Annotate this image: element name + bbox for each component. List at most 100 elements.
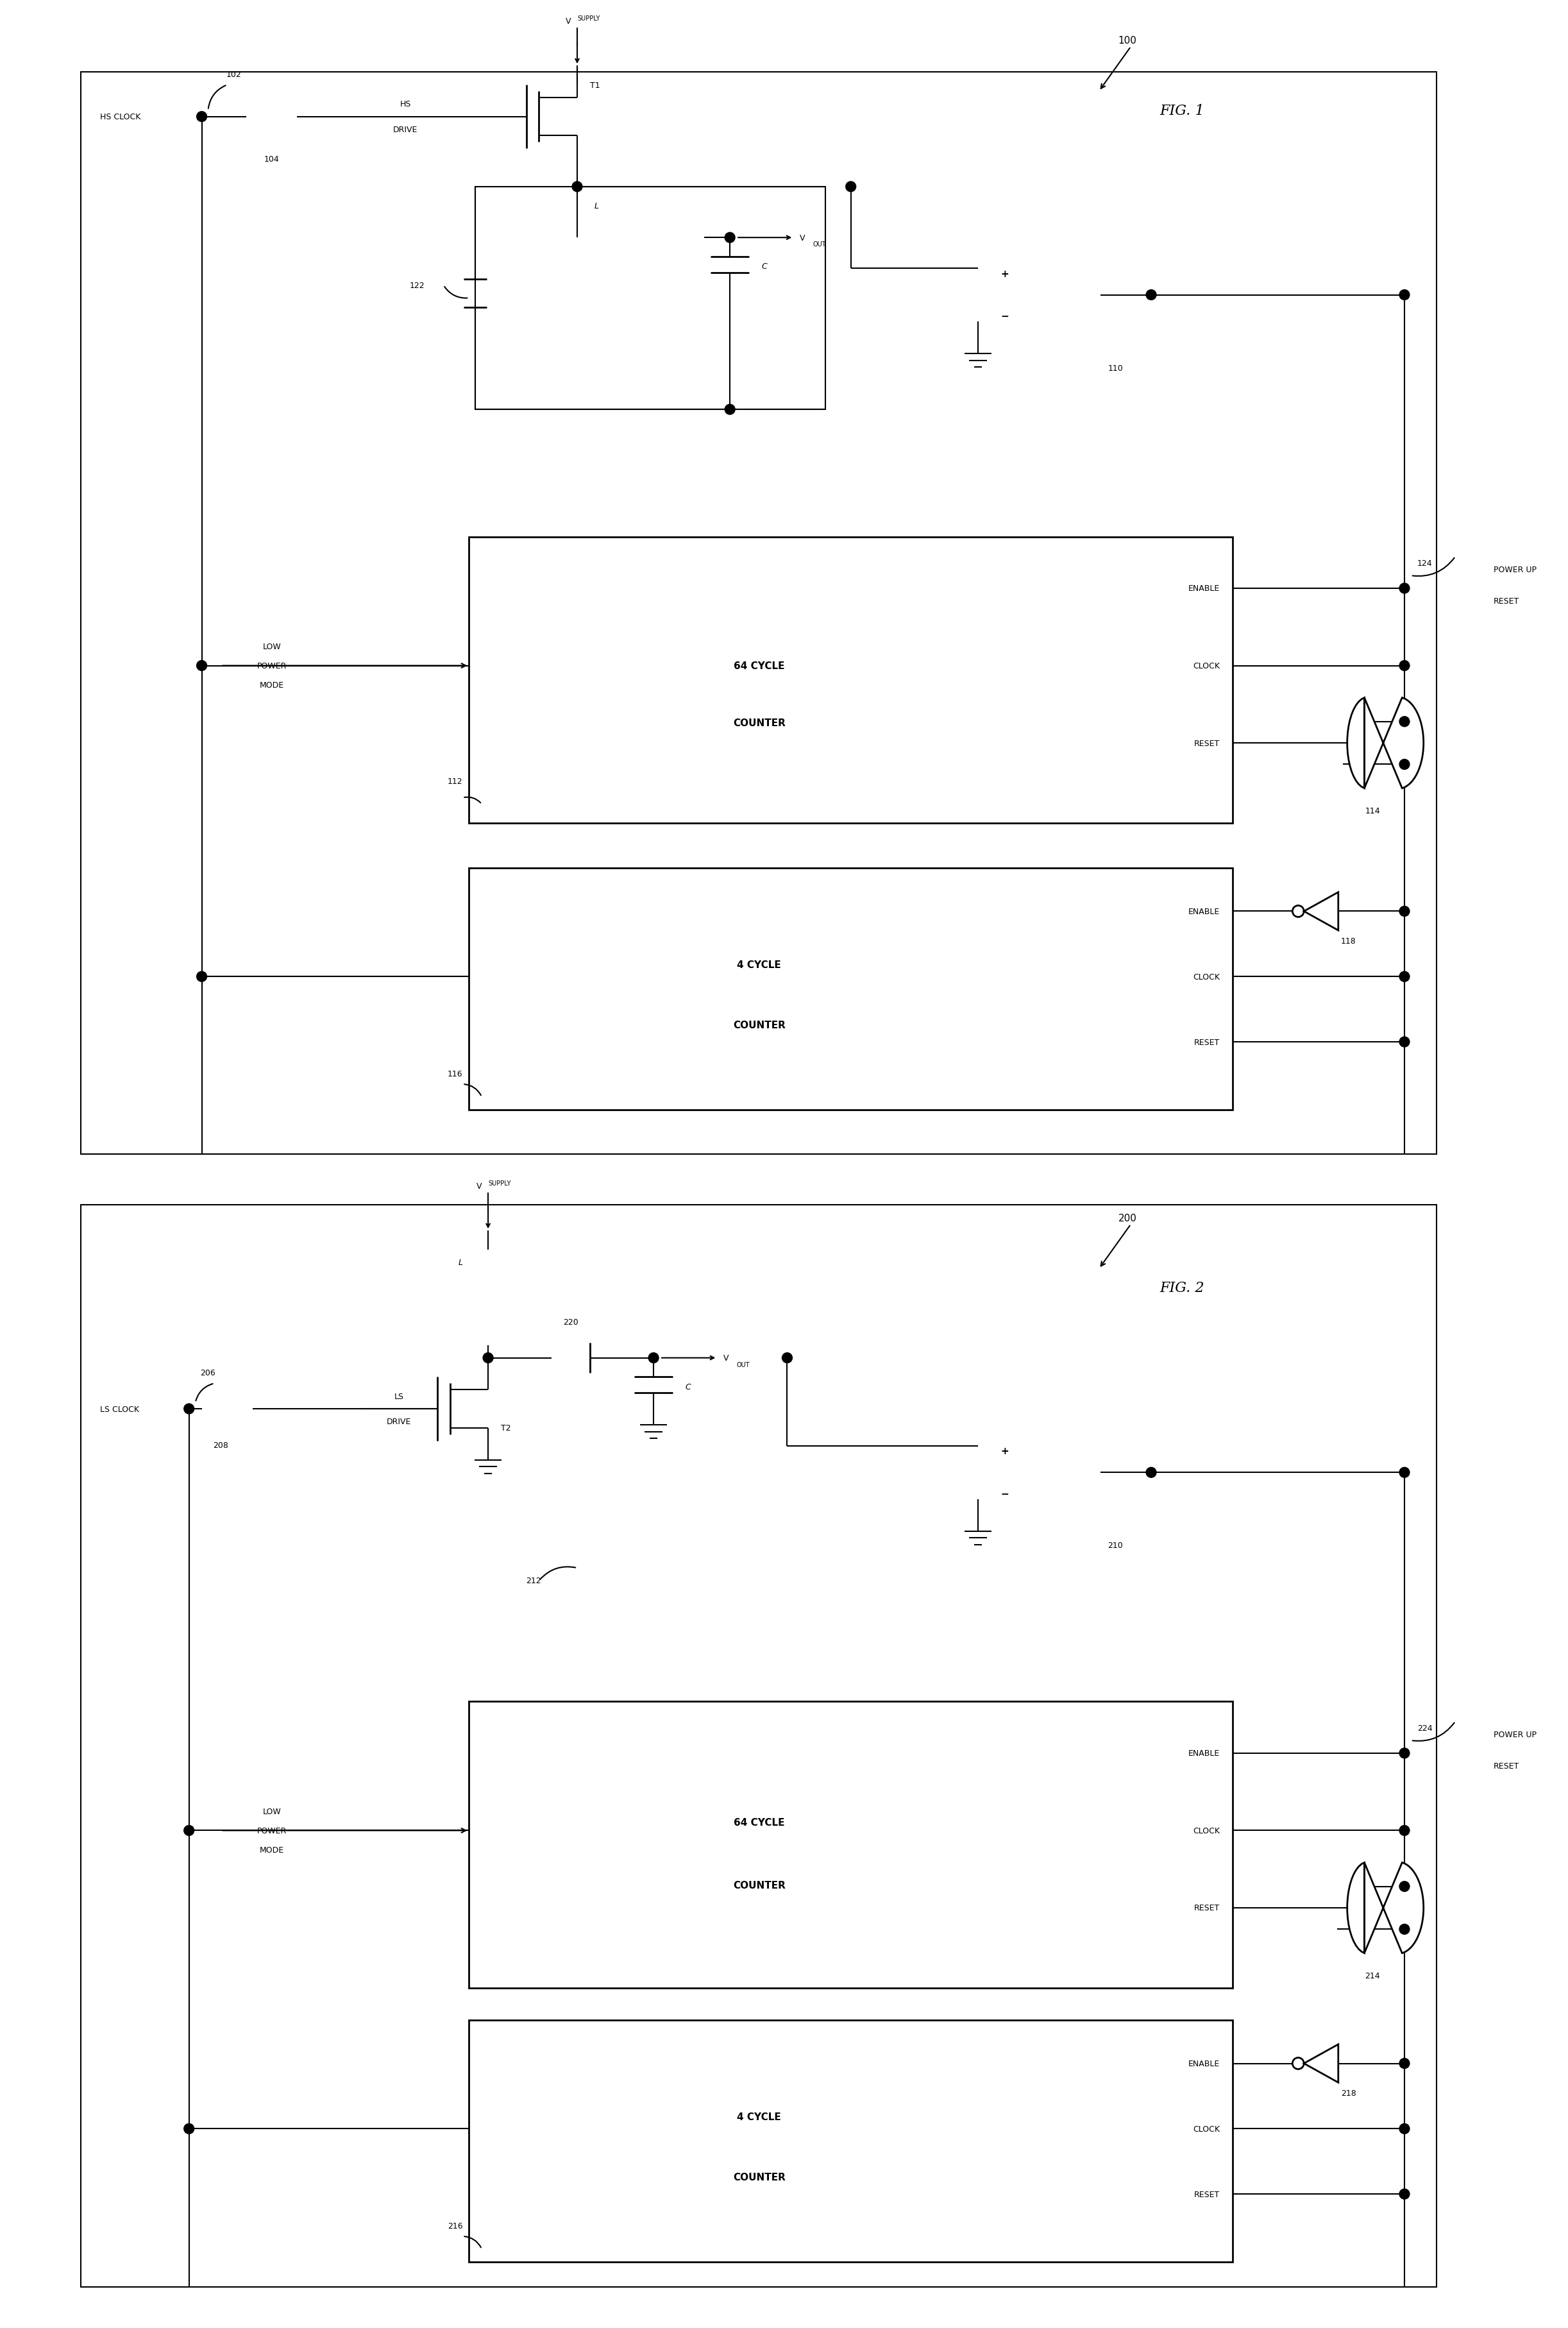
Polygon shape [978,1415,1101,1529]
Text: C: C [762,263,767,270]
Bar [469,2021,1232,2263]
Text: POWER UP: POWER UP [1494,1730,1537,1739]
Circle shape [845,182,856,193]
Text: 216: 216 [447,2221,463,2230]
Text: 100: 100 [1118,35,1137,47]
Circle shape [1399,717,1410,726]
Text: +: + [1000,1446,1008,1455]
Text: 214: 214 [1366,1972,1380,1979]
Text: 208: 208 [213,1441,229,1448]
Text: 220: 220 [563,1318,579,1327]
Polygon shape [246,93,298,140]
Text: HS: HS [400,100,411,109]
Text: 206: 206 [201,1369,216,1378]
Text: 118: 118 [1341,938,1356,945]
Circle shape [649,1353,659,1364]
Circle shape [1399,1748,1410,1758]
Text: SUPPLY: SUPPLY [488,1180,511,1187]
Text: OUT: OUT [737,1362,750,1367]
Text: RESET: RESET [1195,1038,1220,1045]
Text: LS CLOCK: LS CLOCK [100,1404,140,1413]
Text: POWER UP: POWER UP [1494,566,1537,573]
Text: MODE: MODE [259,682,284,689]
Text: −: − [1000,1490,1008,1499]
Text: L: L [458,1259,463,1266]
Polygon shape [1305,892,1338,931]
Text: L: L [594,203,599,210]
Text: +: + [1000,270,1008,279]
Bar [82,1206,1436,2286]
Bar [82,72,1436,1155]
Circle shape [1399,1825,1410,1837]
Text: 122: 122 [409,282,425,291]
Circle shape [1399,1925,1410,1935]
Circle shape [196,971,207,982]
Polygon shape [978,237,1101,352]
Text: FIG. 1: FIG. 1 [1159,105,1204,119]
Circle shape [196,112,207,123]
Text: 4 CYCLE: 4 CYCLE [737,959,781,971]
Circle shape [1399,2123,1410,2135]
Circle shape [1399,1467,1410,1478]
Circle shape [1399,2188,1410,2200]
Circle shape [1146,291,1156,300]
Text: 64 CYCLE: 64 CYCLE [734,1818,784,1827]
Text: ENABLE: ENABLE [1189,2060,1220,2067]
Text: LOW: LOW [262,643,281,652]
Text: SUPPLY: SUPPLY [577,16,601,21]
Text: V: V [566,19,571,26]
Circle shape [1399,291,1410,300]
Text: POWER: POWER [257,661,287,670]
Circle shape [572,182,582,193]
Text: 4 CYCLE: 4 CYCLE [737,2111,781,2121]
Text: HS CLOCK: HS CLOCK [100,114,141,121]
Text: 64 CYCLE: 64 CYCLE [734,661,784,670]
Text: 210: 210 [1109,1541,1123,1550]
Polygon shape [464,279,486,307]
Text: 102: 102 [226,70,241,79]
Text: 112: 112 [447,778,463,785]
Text: MODE: MODE [259,1846,284,1853]
Circle shape [183,1404,194,1413]
Text: V: V [477,1183,481,1190]
Circle shape [782,1353,792,1364]
Text: T1: T1 [590,81,601,88]
Circle shape [1399,584,1410,594]
Text: POWER: POWER [257,1827,287,1834]
Text: RESET: RESET [1494,1762,1519,1769]
Circle shape [1399,661,1410,670]
Bar [475,186,825,410]
Text: 116: 116 [447,1071,463,1078]
Text: COUNTER: COUNTER [732,1881,786,1890]
Circle shape [1399,2058,1410,2070]
Text: 200: 200 [1118,1213,1137,1222]
Circle shape [183,1825,194,1837]
Text: 104: 104 [263,156,279,163]
Text: RESET: RESET [1195,2191,1220,2198]
Text: 218: 218 [1341,2088,1356,2098]
Text: ENABLE: ENABLE [1189,584,1220,594]
Text: 124: 124 [1417,559,1432,568]
Polygon shape [202,1385,252,1432]
Polygon shape [1305,2044,1338,2084]
Circle shape [196,661,207,670]
Bar [469,538,1232,824]
Text: CLOCK: CLOCK [1193,661,1220,670]
Text: RESET: RESET [1195,740,1220,747]
Text: RESET: RESET [1494,598,1519,605]
Circle shape [1146,1467,1156,1478]
Text: V: V [723,1355,729,1362]
Text: CLOCK: CLOCK [1193,973,1220,980]
Circle shape [1399,759,1410,771]
Circle shape [483,1353,494,1364]
Text: DRIVE: DRIVE [387,1418,411,1427]
Text: OUT: OUT [812,242,826,247]
Polygon shape [1347,1862,1424,1953]
Text: 110: 110 [1109,363,1123,372]
Text: COUNTER: COUNTER [732,1020,786,1029]
Circle shape [183,2123,194,2135]
Circle shape [724,233,735,242]
Text: RESET: RESET [1195,1904,1220,1911]
Text: LOW: LOW [262,1807,281,1816]
Circle shape [724,405,735,414]
